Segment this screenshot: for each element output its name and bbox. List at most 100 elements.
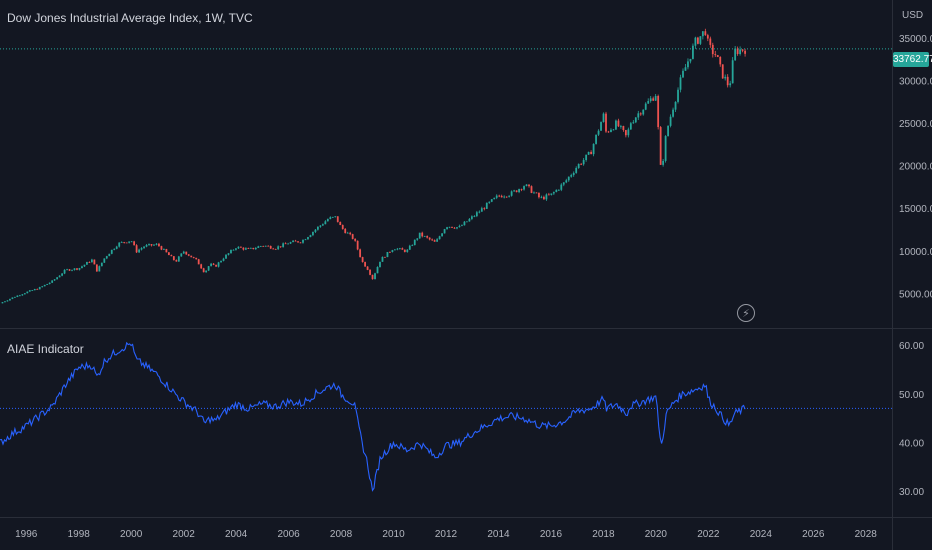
time-tick-label: 2022 [697,529,720,540]
candle-body [503,196,506,198]
candle-body [287,243,289,245]
candle-body [14,297,16,298]
candle [195,257,198,260]
candle-body [187,254,190,256]
indicator-title[interactable]: AIAE Indicator [7,342,84,356]
candle [81,265,83,269]
candle [205,270,208,273]
candle [158,242,160,247]
candle [98,265,101,272]
candle [403,249,406,253]
candle [379,261,381,268]
candle [230,249,232,254]
candle-body [393,249,396,251]
candle [406,249,409,253]
last-price-badge: 33762.77 [893,52,932,67]
candle [143,246,145,249]
candle [595,134,597,145]
candle [359,248,362,258]
candle [93,259,96,265]
candle-body [744,50,746,54]
candle-body [48,282,51,284]
candle-body [446,227,448,230]
price-tick-label: 30000.00 [899,76,932,87]
price-tick-label: 35000.00 [899,34,932,45]
candle-body [319,225,322,227]
candle-body [177,256,180,262]
candle-body [299,242,302,244]
candle [227,253,230,256]
chart-title[interactable]: Dow Jones Industrial Average Index, 1W, … [7,11,253,25]
candle [724,74,727,81]
indicator-pane: 30.00 40.00 50.00 60.00 [0,341,924,498]
candle-body [473,216,476,217]
time-tick-label: 2006 [277,529,300,540]
candle-body [600,122,602,131]
candle-body [274,249,277,250]
candle-body [545,194,548,200]
candle-body [408,245,411,250]
candle [461,224,463,227]
candle [150,243,153,247]
candle [374,272,376,280]
candle [677,87,679,104]
candle-body [682,70,684,78]
candle [118,242,121,248]
candle-body [607,131,610,133]
candle [543,195,545,200]
candle [500,194,503,198]
candle-body [225,254,227,259]
candle [210,262,213,267]
candle-body [254,247,257,250]
candle [426,235,429,239]
candle [299,242,302,244]
candle-body [105,256,108,259]
candle [259,245,262,247]
time-tick-label: 2018 [592,529,615,540]
candle [90,258,93,263]
candle-body [150,244,153,246]
candle-body [115,246,118,249]
candle [180,253,183,257]
candle-body [351,234,354,239]
candle-body [376,267,379,274]
candle [446,226,448,230]
candle-body [158,243,160,247]
candle [704,28,707,36]
candle-body [192,257,195,259]
candle-body [252,247,255,250]
candle [634,116,637,124]
candle [448,226,451,229]
candle [567,176,570,182]
candle-body [428,237,431,240]
candle [346,231,349,234]
candle [612,128,615,131]
candle [14,296,16,298]
candle-body [249,247,252,249]
lightning-bolt-icon[interactable]: ⚡ [737,304,755,322]
candle [408,244,411,250]
candle-body [155,243,158,245]
candle-body [53,279,56,281]
candle-body [349,232,352,235]
candle-body [321,224,324,226]
candle [197,258,200,265]
candle-body [572,172,575,176]
time-tick-label: 2008 [330,529,353,540]
candles [1,28,746,304]
candle [105,255,108,260]
candle [401,247,404,250]
candle-body [565,180,568,183]
candle-body [436,239,439,242]
candle-body [294,240,297,242]
candle-body [667,125,669,137]
candle [463,220,466,226]
candle-body [200,264,203,269]
candle [190,255,193,258]
candle [386,251,389,258]
candle [731,57,734,84]
candle [694,36,697,49]
candle-body [386,252,389,258]
candle-body [398,248,401,249]
